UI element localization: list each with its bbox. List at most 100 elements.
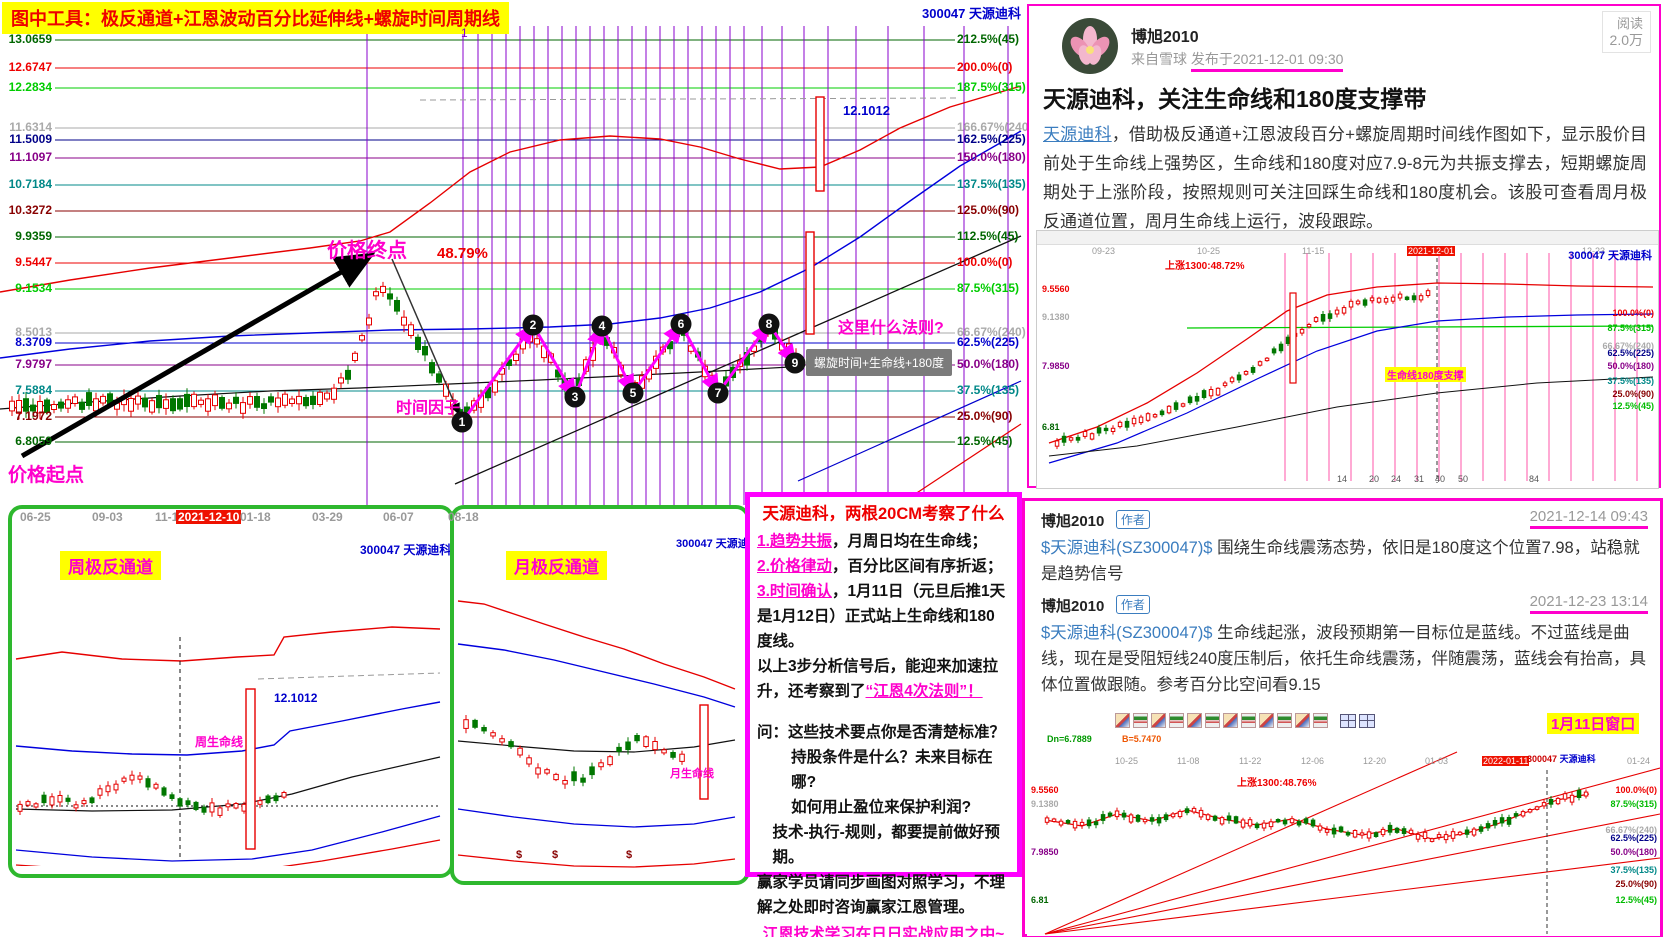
weekly-channel-chart[interactable]: 周极反通道 300047 天源迪科 12.1012 周生命线 (8, 505, 454, 878)
mini-date-label: 11-22 (1239, 756, 1262, 766)
toolbar-icon[interactable] (1295, 713, 1310, 728)
percent-axis-label: 137.5%(135) (957, 177, 1026, 191)
cycle-number: 40 (1435, 474, 1446, 484)
mini-percent-label: 50.0%(180) (1607, 361, 1654, 371)
embedded-window-chart[interactable]: 1月11日窗口 Dn=6.7889 B=5.7470 10-25 11-08 11-… (1027, 712, 1660, 936)
percent-axis-label: 62.5%(225) (957, 335, 1020, 349)
post-username[interactable]: 博旭2010 (1131, 29, 1199, 46)
cycle-number: 14 (1337, 474, 1348, 484)
price-start-annotation: 价格起点 (8, 465, 85, 486)
post-body: 天源迪科，借助极反通道+江恩波段百分+螺旋周期时间线作图如下，显示股价目前处于生… (1043, 125, 1647, 231)
svg-text:7: 7 (715, 386, 722, 400)
panel-question-2: 持股条件是什么？未来目标在哪? (791, 749, 993, 791)
price-axis-label: 12.6747 (8, 60, 52, 74)
mini-date-label: 11-15 (1302, 246, 1325, 256)
stock-cashtag-link[interactable]: $天源迪科(SZ300047)$ (1041, 624, 1213, 642)
layout-grid-icon[interactable] (1359, 713, 1375, 728)
percent-axis-label: 212.5%(45) (957, 32, 1020, 46)
dollar-marker: $ (552, 849, 559, 861)
percent-axis-label: 162.5%(225) (957, 132, 1026, 146)
indicator-stat-red: B=5.7470 (1122, 734, 1162, 744)
toolbar-icon[interactable] (1205, 713, 1220, 728)
comment-header: 博旭2010 作者 (1041, 595, 1150, 616)
weekly-stock-symbol: 300047 天源迪科 (360, 543, 452, 557)
toolbar-icon[interactable] (1223, 713, 1238, 728)
percent-axis-label: 12.5%(45) (957, 434, 1013, 448)
spiral-marker-1: 1 (461, 26, 468, 40)
price-axis-label: 11.1097 (9, 150, 52, 164)
toolbar-icon[interactable] (1187, 713, 1202, 728)
mini-date-label: 11-08 (1177, 756, 1200, 766)
monthly-lifeline-label: 月生命线 (670, 768, 714, 780)
mini-percent-label: 66.67%(240) (1605, 825, 1657, 835)
time-factor-annotation: 时间因子 (396, 400, 461, 417)
price-axis-label: 11.5009 (9, 132, 52, 146)
dollar-marker: $ (626, 849, 633, 861)
date-label: 2021-12-10 (176, 510, 242, 524)
date-label: 06-25 (20, 510, 51, 524)
mini-percent-label: 12.5%(45) (1612, 401, 1654, 411)
date-label: 09-03 (92, 510, 123, 524)
price-axis-label: 9.5447 (15, 255, 52, 269)
toolbar-icon[interactable] (1133, 713, 1148, 728)
toolbar-icon[interactable] (1241, 713, 1256, 728)
svg-text:6: 6 (678, 317, 685, 331)
comment-header: 博旭2010 作者 (1041, 510, 1150, 531)
mini-date-label: 01-03 (1425, 756, 1449, 766)
mini-percent-label: 87.5%(315) (1607, 323, 1654, 333)
toolbar-icon[interactable] (1169, 713, 1184, 728)
post-publish-time: 发布于2021-12-01 09:30 (1190, 51, 1344, 72)
cycle-number: 24 (1391, 474, 1402, 484)
price-axis-label: 6.8059 (15, 434, 52, 448)
toolbar-icon[interactable] (1115, 713, 1130, 728)
toolbar-icon[interactable] (1259, 713, 1274, 728)
svg-text:4: 4 (599, 319, 606, 333)
percent-axis-label: 66.67%(240) (957, 325, 1026, 339)
target-price-tag: 12.1012 (843, 103, 890, 118)
mini-price-label: 9.5560 (1031, 785, 1059, 795)
mini-date-label: 12-23 (1582, 246, 1606, 256)
stock-link[interactable]: 天源迪科 (1043, 125, 1112, 144)
panel-question-3: 如何用止盈位来保护利润? (791, 799, 972, 816)
xueqiu-post: 博旭2010 来自雪球 发布于2021-12-01 09:30 阅读 2.0万 … (1027, 4, 1661, 489)
toolbar-icon[interactable] (1313, 713, 1328, 728)
main-chart-canvas[interactable]: 1 2 3 4 5 6 7 8 9 (0, 0, 1022, 535)
mini-percent-label: 25.0%(90) (1615, 879, 1657, 889)
toolbar-icon[interactable] (1277, 713, 1292, 728)
comment-username[interactable]: 博旭2010 (1041, 513, 1105, 530)
panel-question-1: 问：这些技术要点你是否清楚标准？ (757, 724, 1006, 741)
comment-username[interactable]: 博旭2010 (1041, 598, 1105, 615)
comment-time: 2021-12-14 09:43 (1529, 508, 1648, 529)
post-meta: 来自雪球 发布于2021-12-01 09:30 (1131, 49, 1344, 72)
avatar[interactable] (1061, 17, 1119, 80)
embedded-daily-chart[interactable]: 09-23 10-25 11-15 2021-12-01 12-23 300047 天源… (1036, 230, 1659, 489)
main-daily-chart[interactable]: 1 2 3 4 5 6 7 8 9 图中工具：极反通道+江恩波动百分比延伸线+螺旋时间周期线 3… (0, 0, 1032, 530)
date-label: 08-18 (448, 510, 479, 524)
mini-date-label: 2021-12-01 (1407, 246, 1456, 256)
price-axis-label: 7.9797 (15, 357, 52, 371)
cycle-number: 20 (1369, 474, 1380, 484)
price-axis-label: 10.3272 (8, 203, 52, 217)
stock-cashtag-link[interactable]: $天源迪科(SZ300047)$ (1041, 539, 1213, 557)
percent-axis-label: 25.0%(90) (957, 409, 1013, 423)
price-axis-label: 8.5013 (15, 325, 52, 339)
price-axis-label: 12.2834 (8, 80, 52, 94)
panel-point-1: 1.趋势共振，月周日均在生命线； (757, 533, 987, 550)
panel-footer: 江恩技术学习在日日实战应用之中~ (762, 926, 1005, 937)
price-axis-label: 7.1972 (15, 409, 52, 423)
monthly-stock-symbol: 300047 天源迪科 (676, 538, 760, 550)
mini-date-label: 10-25 (1197, 246, 1221, 256)
monthly-channel-chart[interactable]: 月极反通道 300047 天源迪科 月生命线 $ $ $ (450, 505, 760, 885)
mini-price-label: 7.9850 (1031, 847, 1059, 857)
mini-percent-label: 37.5%(135) (1607, 376, 1654, 386)
layout-grid-icon[interactable] (1340, 713, 1356, 728)
gain-label: 上涨1300:48.72% (1165, 261, 1245, 272)
toolbar-icon[interactable] (1151, 713, 1166, 728)
mini-price-label: 9.1380 (1031, 799, 1059, 809)
date-label: 03-29 (312, 510, 343, 524)
mini-price-label: 9.5560 (1042, 284, 1070, 294)
mini-date-label: 10-25 (1115, 756, 1139, 766)
date-label: 06-07 (383, 510, 414, 524)
mini-toolbar (1037, 231, 1658, 245)
